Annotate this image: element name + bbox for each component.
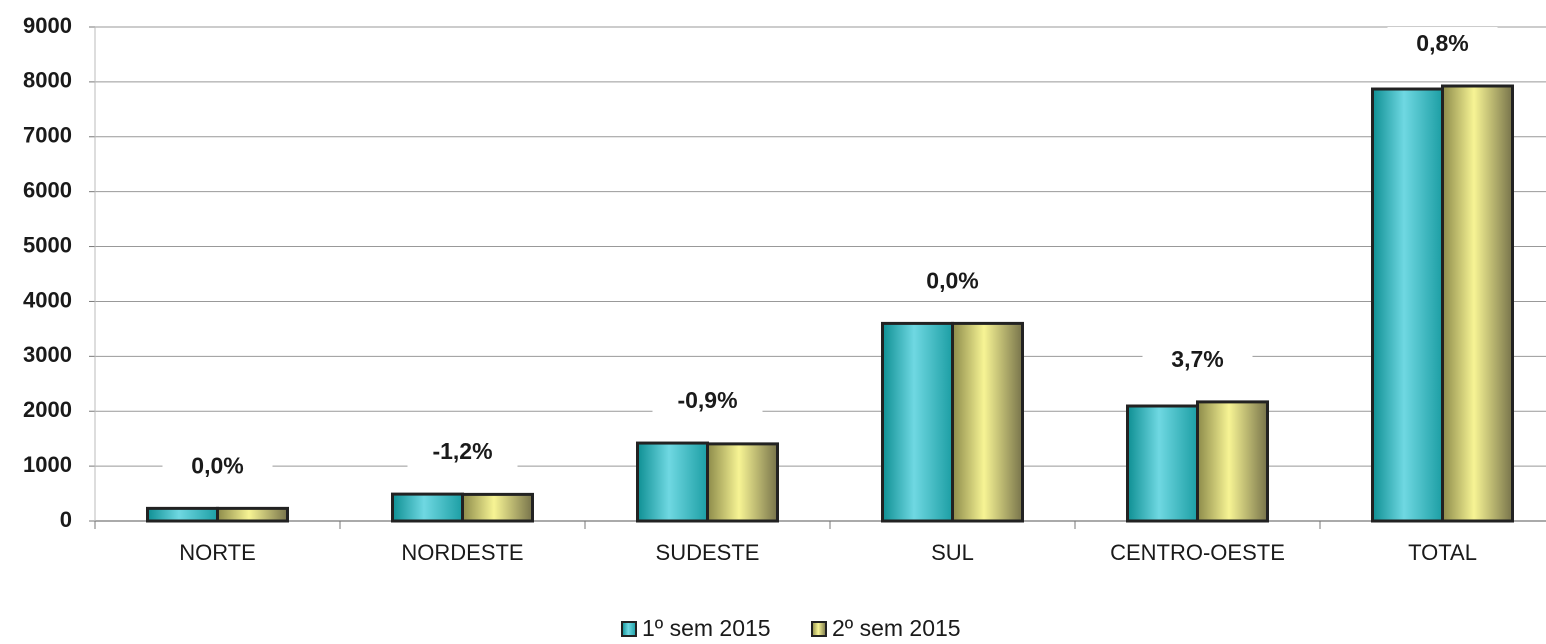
bar bbox=[706, 442, 779, 523]
bar bbox=[1126, 404, 1199, 523]
annotation-bg bbox=[897, 264, 1008, 301]
annotation: -1,2% bbox=[432, 438, 492, 464]
bar bbox=[1441, 84, 1514, 523]
annotation-bg bbox=[1142, 342, 1253, 379]
x-tick-label: CENTRO-OESTE bbox=[1110, 540, 1285, 565]
legend-label: 2º sem 2015 bbox=[832, 615, 961, 641]
annotation: 0,8% bbox=[1416, 30, 1468, 56]
y-tick-label: 2000 bbox=[23, 397, 72, 422]
annotation: 0,0% bbox=[191, 452, 243, 478]
annotation-bg bbox=[162, 449, 273, 486]
bar bbox=[636, 441, 709, 523]
annotation: -0,9% bbox=[677, 387, 737, 413]
x-tick-label: SUDESTE bbox=[656, 540, 760, 565]
bar bbox=[146, 506, 219, 523]
bar bbox=[216, 506, 289, 523]
annotation-bg bbox=[1387, 27, 1498, 64]
legend-label: 1º sem 2015 bbox=[642, 615, 771, 641]
bar bbox=[951, 321, 1024, 523]
bar bbox=[1196, 400, 1269, 523]
annotation-bg bbox=[652, 384, 763, 421]
bar bbox=[461, 492, 534, 523]
annotation: 3,7% bbox=[1171, 346, 1223, 372]
x-tick-label: TOTAL bbox=[1408, 540, 1477, 565]
bar bbox=[1371, 87, 1444, 523]
bar bbox=[391, 492, 464, 523]
legend-swatch bbox=[811, 621, 827, 637]
y-tick-label: 7000 bbox=[23, 123, 72, 148]
y-tick-label: 0 bbox=[60, 507, 72, 532]
y-tick-label: 4000 bbox=[23, 287, 72, 312]
annotation: 0,0% bbox=[926, 267, 978, 293]
annotation-bg bbox=[407, 435, 518, 472]
legend-swatch bbox=[621, 621, 637, 637]
x-tick-label: SUL bbox=[931, 540, 974, 565]
bar bbox=[881, 321, 954, 523]
x-tick-label: NORDESTE bbox=[401, 540, 523, 565]
x-tick-label: NORTE bbox=[179, 540, 256, 565]
y-tick-label: 9000 bbox=[23, 13, 72, 38]
y-tick-label: 5000 bbox=[23, 232, 72, 257]
y-tick-label: 8000 bbox=[23, 68, 72, 93]
y-tick-label: 6000 bbox=[23, 177, 72, 202]
y-tick-label: 1000 bbox=[23, 452, 72, 477]
y-tick-label: 3000 bbox=[23, 342, 72, 367]
